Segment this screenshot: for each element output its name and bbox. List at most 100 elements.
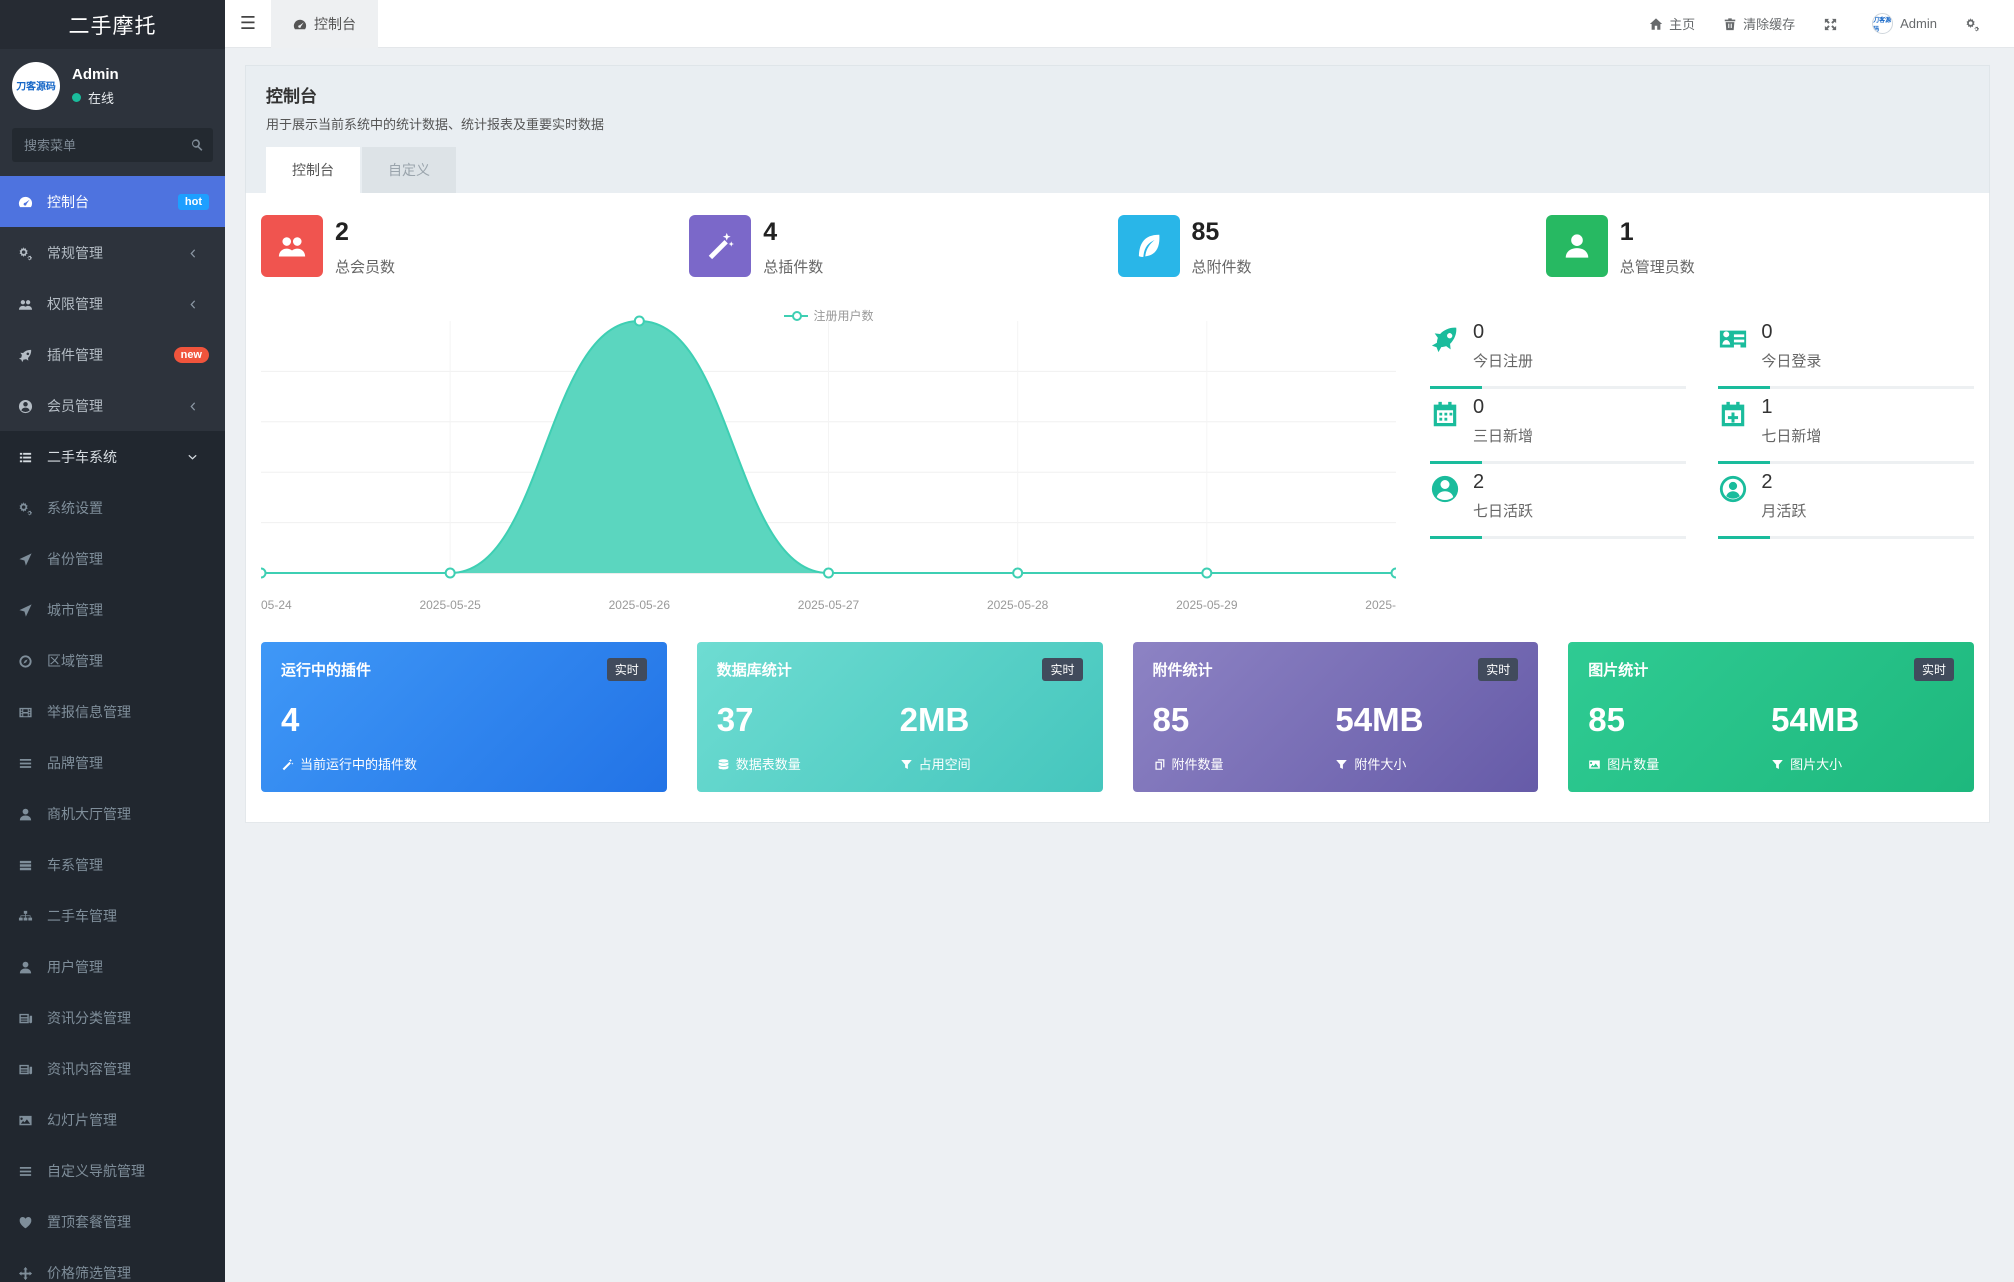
user-icon <box>18 958 40 975</box>
dashboard-icon <box>293 15 307 31</box>
clear-cache-link[interactable]: 清除缓存 <box>1709 14 1809 33</box>
menu-toggle-button[interactable]: ☰ <box>239 13 257 33</box>
sidebar-item-menu-3[interactable]: 插件管理 new <box>0 329 225 380</box>
stat-row: 2 总会员数 4 总插件数 85 总附件数 1 总管理员数 <box>261 215 1974 277</box>
sidebar-item-sub-8[interactable]: 二手车管理 <box>0 890 225 941</box>
topbar: ☰ 控制台 主页 清除缓存 刀客源码 Admin <box>225 0 2014 48</box>
card-value: 85 <box>1588 701 1625 738</box>
sidebar-search <box>12 128 213 162</box>
new-badge: new <box>173 346 209 363</box>
page-title: 控制台 <box>266 87 317 106</box>
mini-stat: 2 七日活跃 <box>1430 471 1686 539</box>
sidebar-item-sub-2[interactable]: 城市管理 <box>0 584 225 635</box>
card-footer-item: 占用空间 <box>900 754 1083 773</box>
search-input[interactable] <box>12 128 213 162</box>
sidebar-item-menu-1[interactable]: 常规管理 <box>0 227 225 278</box>
stat-block: 1 总管理员数 <box>1545 215 1974 277</box>
leaf-icon <box>1134 231 1164 261</box>
list-icon <box>18 448 40 465</box>
mini-stat: 0 三日新增 <box>1430 396 1686 464</box>
stat-value: 4 <box>763 218 778 246</box>
home-link[interactable]: 主页 <box>1635 14 1709 33</box>
stat-value: 1 <box>1619 218 1634 246</box>
sidebar-item-sub-11[interactable]: 资讯内容管理 <box>0 1043 225 1094</box>
database-icon <box>717 756 730 771</box>
rocket-icon <box>1430 324 1460 354</box>
sidebar-item-menu-4[interactable]: 会员管理 <box>0 380 225 431</box>
card-footer-item: 附件大小 <box>1335 754 1518 773</box>
mini-stat-rule <box>1718 461 1974 464</box>
page-subtitle: 用于展示当前系统中的统计数据、统计报表及重要实时数据 <box>266 117 605 132</box>
card-value: 37 <box>716 701 754 738</box>
expanded-section: 二手车系统 系统设置 省份管理 城市管理 区域管理 举报信息管理 品牌管理 商机… <box>0 431 225 1282</box>
summary-card: 附件统计 实时 85 54MB 附件数量 附件大小 <box>1132 642 1539 792</box>
newspaper-icon <box>18 1060 40 1077</box>
sidebar-item-sub-7[interactable]: 车系管理 <box>0 839 225 890</box>
id-card-icon <box>1718 324 1748 354</box>
admin-dropdown-label: Admin <box>1900 16 1937 31</box>
cogs-icon <box>18 499 40 516</box>
settings-button[interactable] <box>1951 15 2000 32</box>
admin-dropdown[interactable]: 刀客源码 Admin <box>1858 13 1951 34</box>
user-panel: 刀客源码 Admin 在线 <box>0 49 225 124</box>
sidebar-item-sub-10[interactable]: 资讯分类管理 <box>0 992 225 1043</box>
image-icon <box>1588 756 1601 771</box>
sidebar-item-sub-15[interactable]: 价格筛选管理 <box>0 1247 225 1282</box>
sidebar-item-section[interactable]: 二手车系统 <box>0 431 225 482</box>
filter-icon <box>900 756 913 771</box>
sidebar-item-sub-9[interactable]: 用户管理 <box>0 941 225 992</box>
mini-stat-label: 今日注册 <box>1473 353 1534 370</box>
x-tick-label: 2025-05-26 <box>608 598 671 612</box>
bars-icon <box>18 754 40 771</box>
chevron-left-icon <box>187 246 209 260</box>
filter-icon <box>1335 756 1348 771</box>
sidebar-item-sub-14[interactable]: 置顶套餐管理 <box>0 1196 225 1247</box>
card-value: 54MB <box>1771 701 1860 738</box>
card-footer-item: 当前运行中的插件数 <box>281 754 464 773</box>
mini-stat-label: 三日新增 <box>1473 428 1534 445</box>
chart-legend[interactable]: 注册用户数 <box>783 307 874 324</box>
panel-tab-1[interactable]: 自定义 <box>362 147 456 193</box>
sidebar-item-sub-12[interactable]: 幻灯片管理 <box>0 1094 225 1145</box>
mini-stat-rule <box>1430 536 1686 539</box>
mini-stat-value: 0 <box>1473 321 1485 343</box>
dashboard-panel: 控制台 用于展示当前系统中的统计数据、统计报表及重要实时数据 控制台 自定义 2 … <box>245 65 1990 823</box>
sidebar: 二手摩托 刀客源码 Admin 在线 控制台 hot 常规管理 权限管理 插件管… <box>0 0 225 1282</box>
sidebar-item-menu-0[interactable]: 控制台 hot <box>0 176 225 227</box>
x-tick-label: 2025-05-29 <box>1176 598 1238 612</box>
admin-avatar: 刀客源码 <box>1872 13 1894 34</box>
mini-stat-value: 0 <box>1761 321 1773 343</box>
panel-body: 2 总会员数 4 总插件数 85 总附件数 1 总管理员数 <box>245 193 1990 823</box>
sidebar-item-sub-5[interactable]: 品牌管理 <box>0 737 225 788</box>
server-icon <box>18 856 40 873</box>
stat-value: 85 <box>1191 218 1220 246</box>
bars-icon <box>18 1162 40 1179</box>
stat-label: 总管理员数 <box>1619 258 1695 276</box>
sidebar-item-menu-2[interactable]: 权限管理 <box>0 278 225 329</box>
heart-icon <box>18 1213 40 1230</box>
user-name: Admin <box>72 65 119 83</box>
topbar-tab-dashboard[interactable]: 控制台 <box>271 0 378 48</box>
sidebar-item-sub-13[interactable]: 自定义导航管理 <box>0 1145 225 1196</box>
sidebar-item-sub-4[interactable]: 举报信息管理 <box>0 686 225 737</box>
calendar-icon <box>1430 399 1460 429</box>
move-icon <box>18 1264 40 1281</box>
chevron-down-icon <box>187 450 209 464</box>
fullscreen-button[interactable] <box>1809 15 1858 31</box>
summary-card: 图片统计 实时 85 54MB 图片数量 图片大小 <box>1568 642 1974 792</box>
sidebar-item-sub-3[interactable]: 区域管理 <box>0 635 225 686</box>
sidebar-item-sub-0[interactable]: 系统设置 <box>0 482 225 533</box>
panel-tab-0[interactable]: 控制台 <box>266 147 360 193</box>
cogs-icon <box>18 244 40 261</box>
mini-stat: 0 今日注册 <box>1430 321 1686 389</box>
card-title: 数据库统计 <box>716 662 792 679</box>
summary-cards: 运行中的插件 实时 4 当前运行中的插件数 数据库统计 实时 37 2MB 数据表… <box>261 642 1974 792</box>
card-title: 图片统计 <box>1588 662 1649 679</box>
location-arrow-icon <box>18 550 40 567</box>
film-icon <box>18 703 40 720</box>
mini-stat-value: 0 <box>1473 396 1485 418</box>
stat-label: 总插件数 <box>763 258 824 276</box>
avatar-logo-text: 刀客源码 <box>16 81 56 93</box>
sidebar-item-sub-1[interactable]: 省份管理 <box>0 533 225 584</box>
sidebar-item-sub-6[interactable]: 商机大厅管理 <box>0 788 225 839</box>
